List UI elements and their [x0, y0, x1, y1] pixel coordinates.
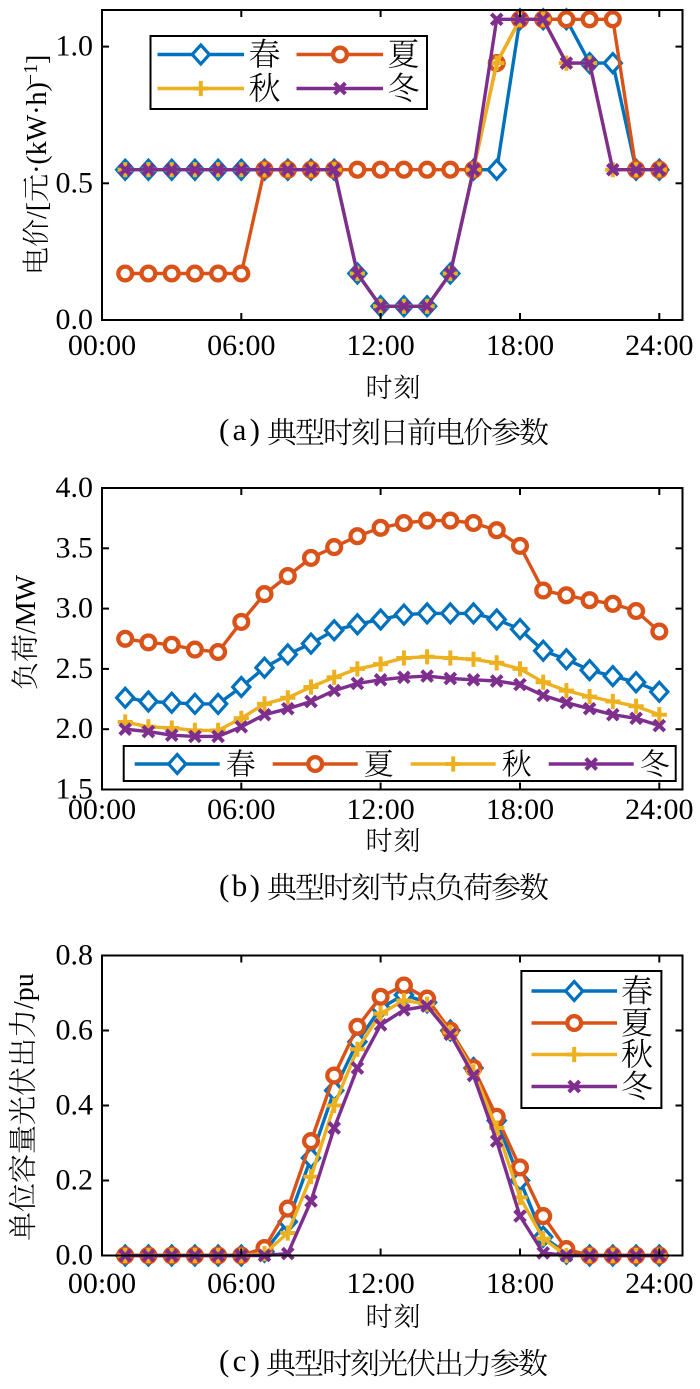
svg-text:06:00: 06:00	[207, 1267, 275, 1300]
svg-text:0.5: 0.5	[56, 166, 94, 199]
svg-text:24:00: 24:00	[625, 329, 693, 362]
svg-text:/MW: /MW	[11, 574, 42, 634]
svg-text:1.5: 1.5	[56, 773, 94, 806]
svg-text:18:00: 18:00	[486, 793, 554, 826]
svg-text:24:00: 24:00	[625, 1267, 693, 1300]
svg-text:06:00: 06:00	[207, 329, 275, 362]
svg-text:·(kW·h): ·(kW·h)	[22, 82, 53, 174]
svg-text:]: ]	[22, 55, 53, 64]
svg-text:3.0: 3.0	[56, 592, 94, 625]
svg-text:24:00: 24:00	[625, 793, 693, 826]
svg-text:0.0: 0.0	[56, 303, 94, 336]
svg-text:12:00: 12:00	[346, 1267, 414, 1300]
svg-text:2.5: 2.5	[56, 652, 94, 685]
svg-text:(a): (a)	[219, 412, 260, 447]
svg-text:00:00: 00:00	[68, 793, 136, 826]
svg-text:12:00: 12:00	[346, 329, 414, 362]
svg-text:1.0: 1.0	[56, 30, 94, 63]
svg-text:/[: /[	[22, 202, 53, 219]
svg-text:0.8: 0.8	[56, 939, 94, 972]
svg-text:2.0: 2.0	[56, 712, 94, 745]
svg-text:00:00: 00:00	[68, 329, 136, 362]
svg-text:18:00: 18:00	[486, 1267, 554, 1300]
svg-text:0.0: 0.0	[56, 1239, 94, 1272]
svg-text:00:00: 00:00	[68, 1267, 136, 1300]
svg-text:(c): (c)	[219, 1343, 260, 1378]
svg-text:0.2: 0.2	[56, 1164, 94, 1197]
svg-text:06:00: 06:00	[207, 793, 275, 826]
svg-text:18:00: 18:00	[486, 329, 554, 362]
svg-text:0.4: 0.4	[56, 1089, 94, 1122]
svg-text:−1: −1	[20, 64, 42, 85]
svg-text:12:00: 12:00	[346, 793, 414, 826]
svg-text:3.5: 3.5	[56, 531, 94, 564]
svg-text:/pu: /pu	[9, 973, 40, 1009]
svg-text:(b): (b)	[219, 868, 260, 903]
svg-text:0.6: 0.6	[56, 1014, 94, 1047]
svg-text:4.0: 4.0	[56, 471, 94, 504]
